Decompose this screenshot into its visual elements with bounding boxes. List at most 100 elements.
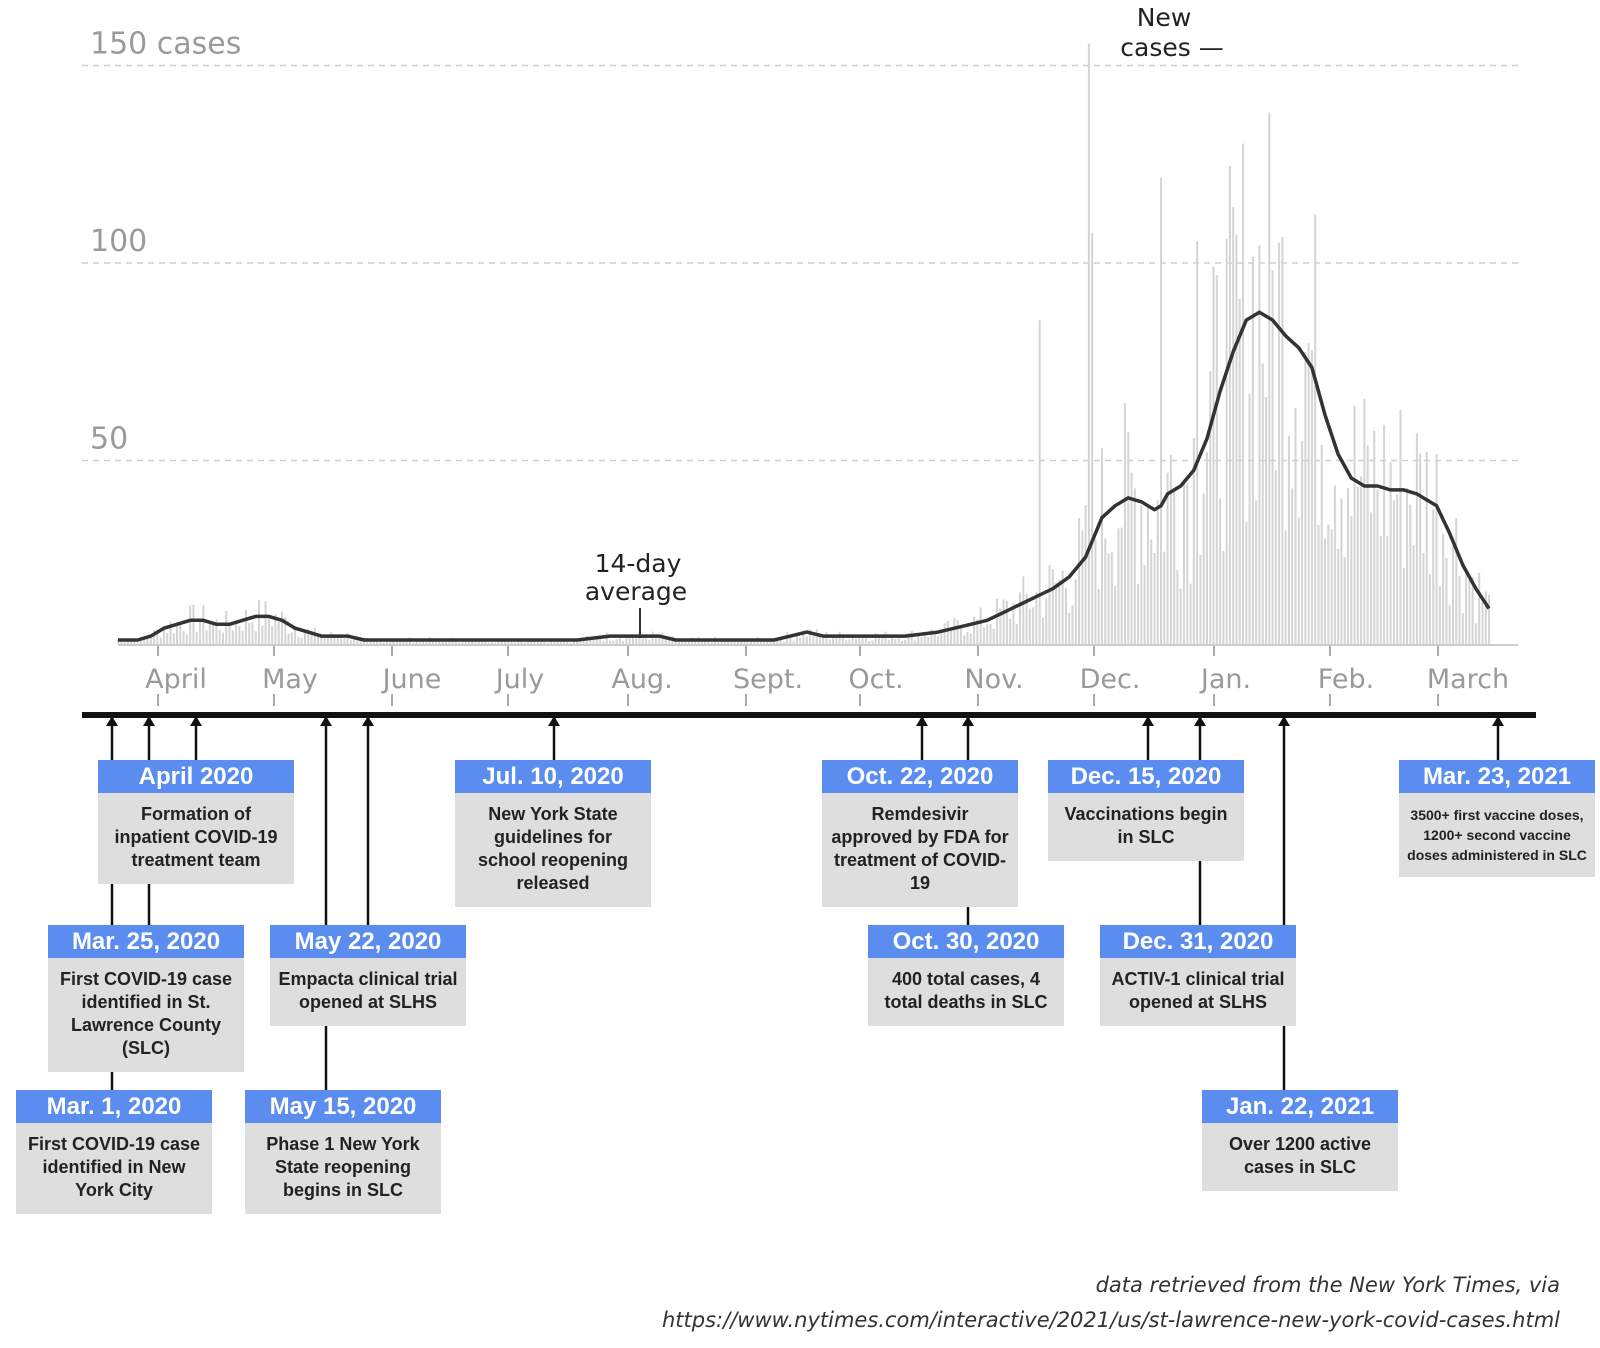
daily-bar [1074, 579, 1077, 644]
daily-bar [1478, 572, 1481, 644]
x-tick-label: Nov. [964, 664, 1023, 695]
daily-bar [208, 624, 211, 644]
x-tick-label: May [262, 664, 318, 695]
daily-bar [123, 642, 126, 644]
event-arrowhead [143, 716, 155, 726]
timeline-connectors [106, 716, 1504, 1090]
daily-bar [910, 630, 913, 644]
daily-bar [274, 614, 277, 644]
x-tick-label: Aug. [611, 664, 672, 695]
event-description: 400 total cases, 4 total deaths in SLC [884, 969, 1048, 1012]
daily-bar [1438, 586, 1441, 644]
daily-bar [868, 640, 871, 644]
daily-bar [1432, 509, 1435, 644]
x-tick-label: Dec. [1080, 664, 1141, 695]
daily-bar [1048, 565, 1051, 644]
daily-bar [162, 627, 165, 644]
daily-bar [733, 639, 736, 644]
daily-bar [1297, 517, 1300, 644]
daily-bar [943, 623, 946, 644]
daily-bar [1078, 517, 1081, 644]
daily-bar [1383, 424, 1386, 644]
daily-bar [1140, 505, 1143, 644]
daily-bar [569, 642, 572, 644]
daily-bar [1117, 528, 1120, 644]
event-description: Remdesivir approved by FDA for treatment… [831, 804, 1009, 893]
event-description: Empacta clinical trial opened at SLHS [278, 969, 458, 1012]
daily-bar [1101, 448, 1103, 644]
daily-bar [415, 640, 418, 644]
daily-bar [858, 636, 861, 644]
daily-bar [133, 639, 136, 644]
daily-bar [1068, 612, 1071, 644]
daily-bar [1035, 591, 1038, 644]
daily-bar [923, 635, 926, 644]
daily-bar [1268, 112, 1271, 645]
source-url[interactable]: https://www.nytimes.com/interactive/2021… [662, 1308, 1560, 1332]
daily-bar [1084, 505, 1087, 644]
daily-bar [874, 633, 877, 644]
daily-bar [845, 640, 848, 644]
daily-bar [1419, 453, 1422, 644]
event-description: First COVID-19 case identified in New Yo… [27, 1134, 201, 1200]
annotation-average-line1: 14-day [595, 549, 682, 578]
daily-bar [1202, 493, 1205, 644]
daily-bar [1484, 591, 1487, 644]
annotation-new-cases-line1: New [1137, 3, 1192, 32]
daily-bar [271, 626, 274, 644]
daily-bar [441, 640, 444, 644]
daily-bar [864, 637, 867, 644]
daily-bar [149, 638, 152, 644]
daily-bar [385, 640, 388, 644]
daily-bar [900, 640, 903, 644]
event-card: April 2020 Formation of inpatient COVID-1… [98, 760, 294, 884]
event-description: ACTIV-1 clinical trial opened at SLHS [1111, 969, 1285, 1012]
daily-bar [326, 636, 329, 644]
event-description: Over 1200 active cases in SLC [1228, 1134, 1372, 1177]
daily-bar [891, 636, 894, 644]
daily-bar [904, 639, 907, 644]
daily-bar [825, 632, 828, 644]
daily-bar [221, 632, 224, 644]
x-tick-label: Oct. [848, 664, 903, 695]
daily-bar [907, 632, 910, 644]
daily-bar [1123, 403, 1126, 644]
daily-bar [431, 640, 434, 644]
daily-bar [1199, 555, 1202, 644]
daily-bar [507, 641, 510, 644]
daily-bar [940, 628, 943, 644]
daily-bar [841, 635, 844, 644]
event-description: New York State guidelines for school reo… [477, 804, 628, 893]
daily-bar [802, 630, 805, 644]
daily-bar [789, 635, 792, 644]
daily-bar [1019, 592, 1021, 644]
daily-bar [1248, 393, 1251, 644]
daily-bar [1281, 236, 1284, 644]
x-tick-label: Feb. [1318, 664, 1374, 695]
daily-bar [1396, 494, 1399, 644]
daily-bar [1255, 500, 1258, 644]
daily-bar [1412, 545, 1415, 644]
daily-bar [1471, 577, 1474, 644]
daily-bar [533, 641, 536, 644]
daily-bar [1333, 485, 1336, 644]
daily-bar [969, 633, 972, 644]
x-axis: April May June July Aug. Sept. Oct. Nov. Dec. Jan… [118, 644, 1518, 706]
daily-bar [1114, 586, 1117, 644]
daily-bar [1166, 472, 1169, 644]
daily-bar [645, 636, 648, 644]
daily-bar [1363, 398, 1366, 644]
daily-bar [615, 639, 618, 644]
daily-bar [1310, 350, 1313, 644]
daily-bar [510, 639, 513, 644]
daily-bar [287, 633, 290, 644]
event-card: Dec. 15, 2020 Vaccinations begin in SLC [1048, 760, 1244, 861]
daily-bar [851, 636, 854, 644]
daily-bar [389, 640, 392, 644]
daily-bar [117, 640, 119, 644]
event-arrowhead [1278, 716, 1290, 726]
event-arrowhead [1194, 716, 1206, 726]
daily-bar [986, 624, 989, 644]
event-arrowhead [1142, 716, 1154, 726]
